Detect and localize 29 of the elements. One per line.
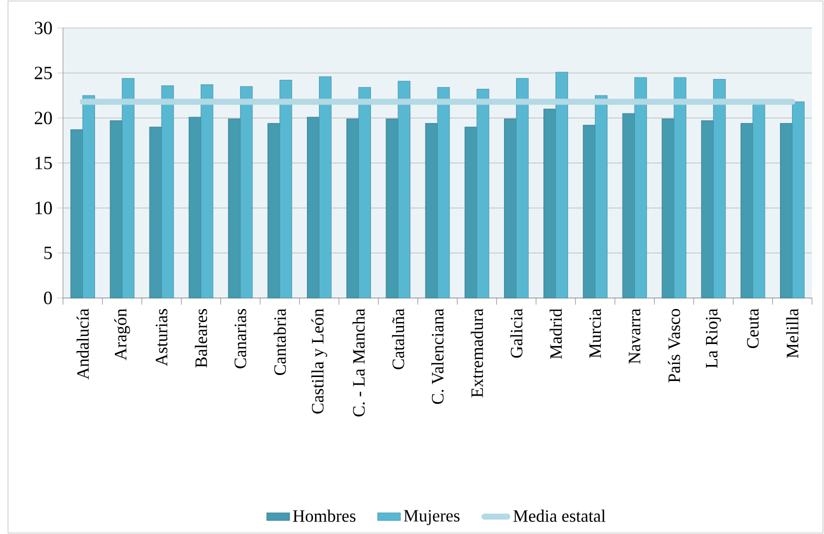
- y-tick-label: 30: [34, 22, 52, 34]
- y-tick-label: 15: [36, 156, 52, 170]
- x-tick-label: País Vasco: [668, 309, 680, 383]
- x-tick-label: Murcia: [589, 308, 602, 358]
- y-tick-label: 0: [44, 292, 52, 304]
- x-tick-label: La Rioja: [706, 308, 722, 368]
- x-tick-label: Andalucía: [76, 308, 89, 380]
- x-tick-label: Extremadura: [470, 308, 484, 398]
- x-tick-label: Cataluña: [392, 308, 404, 370]
- x-tick-label: Canarias: [234, 309, 246, 368]
- x-tick-label: Madrid: [550, 308, 562, 359]
- legend-label: Media estatal: [513, 510, 606, 522]
- legend-label: Mujeres: [404, 510, 460, 526]
- x-tick-label: Asturias: [156, 309, 168, 366]
- x-tick-label: C. Valenciana: [431, 308, 444, 404]
- x-tick-label: Galicia: [510, 308, 522, 358]
- x-tick-label: C. - La Mancha: [352, 308, 365, 416]
- x-tick-label: Melilla: [786, 308, 798, 358]
- x-tick-label: Castilla y León: [311, 308, 328, 414]
- x-tick-label: Navarra: [628, 308, 640, 364]
- y-tick-label: 10: [36, 202, 52, 214]
- x-tick-label: Cantabria: [274, 308, 286, 376]
- legend-label: Hombres: [293, 510, 356, 522]
- y-tick-label: 25: [34, 66, 52, 80]
- x-tick-label: Aragón: [114, 308, 130, 360]
- y-tick-label: 20: [34, 112, 52, 124]
- y-tick-label: 5: [44, 246, 52, 260]
- x-tick-label: Baleares: [194, 308, 208, 368]
- x-tick-label: Ceuta: [747, 308, 759, 348]
